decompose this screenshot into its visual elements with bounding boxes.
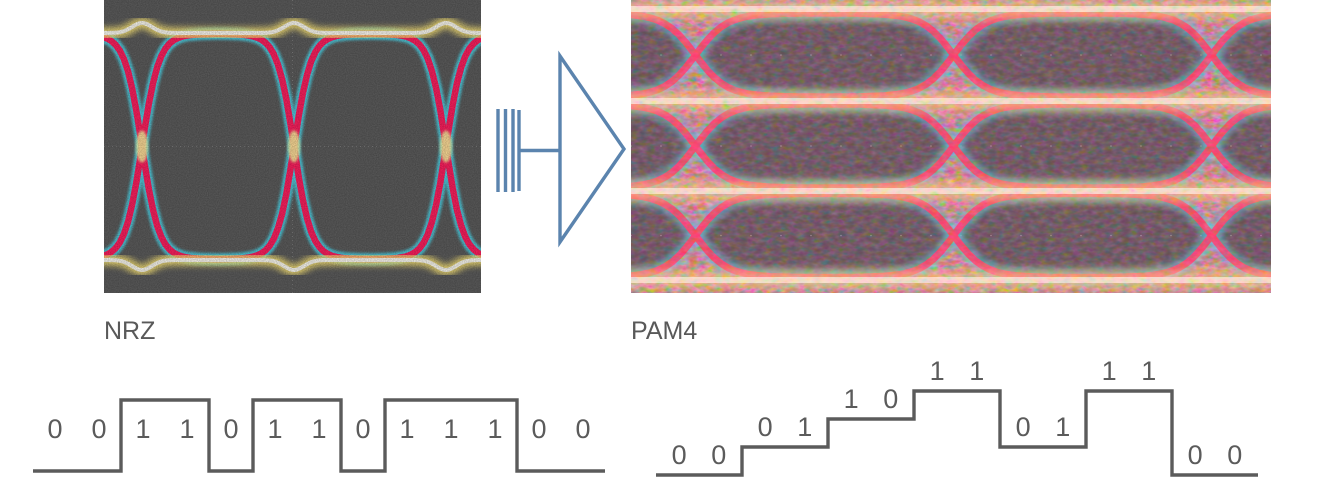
svg-text:0: 0	[758, 412, 773, 442]
svg-text:0: 0	[355, 414, 370, 444]
svg-text:0: 0	[1227, 440, 1242, 470]
svg-text:1: 1	[399, 414, 414, 444]
svg-text:0: 0	[47, 414, 62, 444]
svg-text:1: 1	[1102, 361, 1117, 386]
svg-text:0: 0	[883, 384, 898, 414]
svg-text:1: 1	[930, 361, 945, 386]
svg-text:1: 1	[844, 384, 859, 414]
svg-text:0: 0	[531, 414, 546, 444]
svg-text:1: 1	[969, 361, 984, 386]
svg-text:0: 0	[1188, 440, 1203, 470]
svg-text:1: 1	[1055, 412, 1070, 442]
svg-text:1: 1	[267, 414, 282, 444]
svg-text:1: 1	[797, 412, 812, 442]
svg-text:0: 0	[672, 440, 687, 470]
svg-text:0: 0	[223, 414, 238, 444]
svg-text:1: 1	[487, 414, 502, 444]
svg-text:0: 0	[1016, 412, 1031, 442]
svg-text:1: 1	[443, 414, 458, 444]
svg-text:0: 0	[575, 414, 590, 444]
svg-text:1: 1	[1141, 361, 1156, 386]
svg-text:0: 0	[91, 414, 106, 444]
svg-text:1: 1	[179, 414, 194, 444]
svg-text:1: 1	[311, 414, 326, 444]
svg-text:0: 0	[711, 440, 726, 470]
svg-text:1: 1	[135, 414, 150, 444]
